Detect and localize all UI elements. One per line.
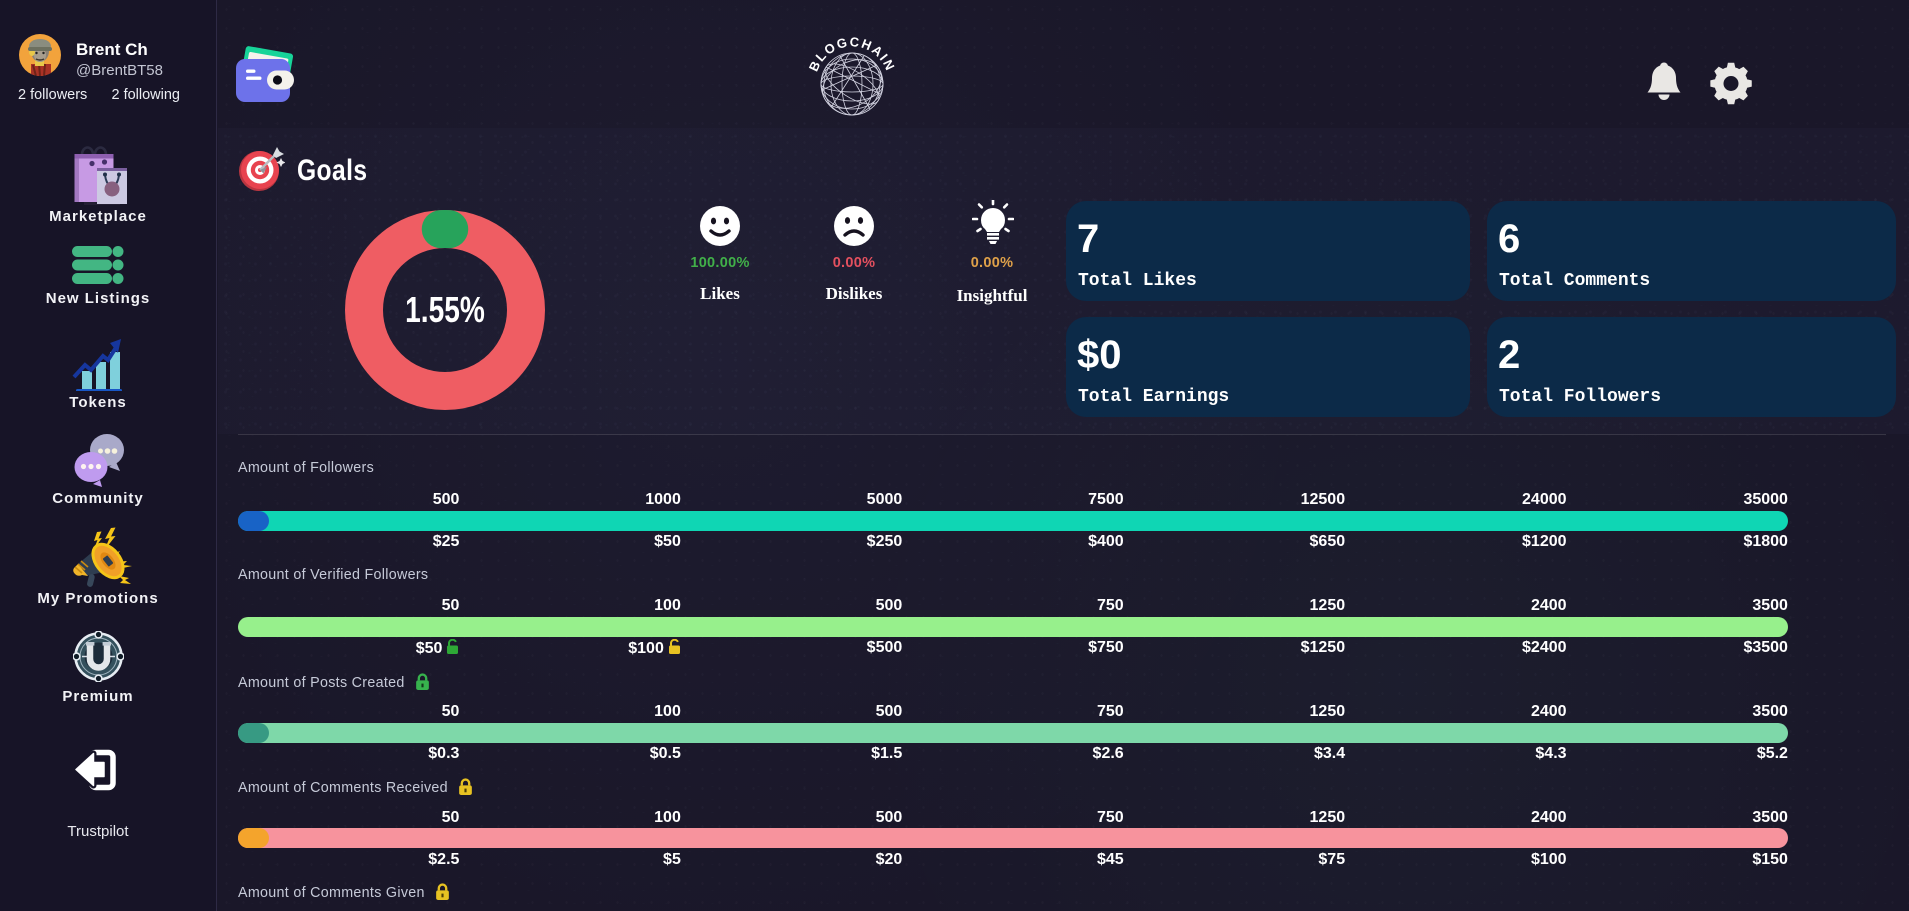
svg-text:BLOGCHAIN: BLOGCHAIN xyxy=(806,34,898,73)
